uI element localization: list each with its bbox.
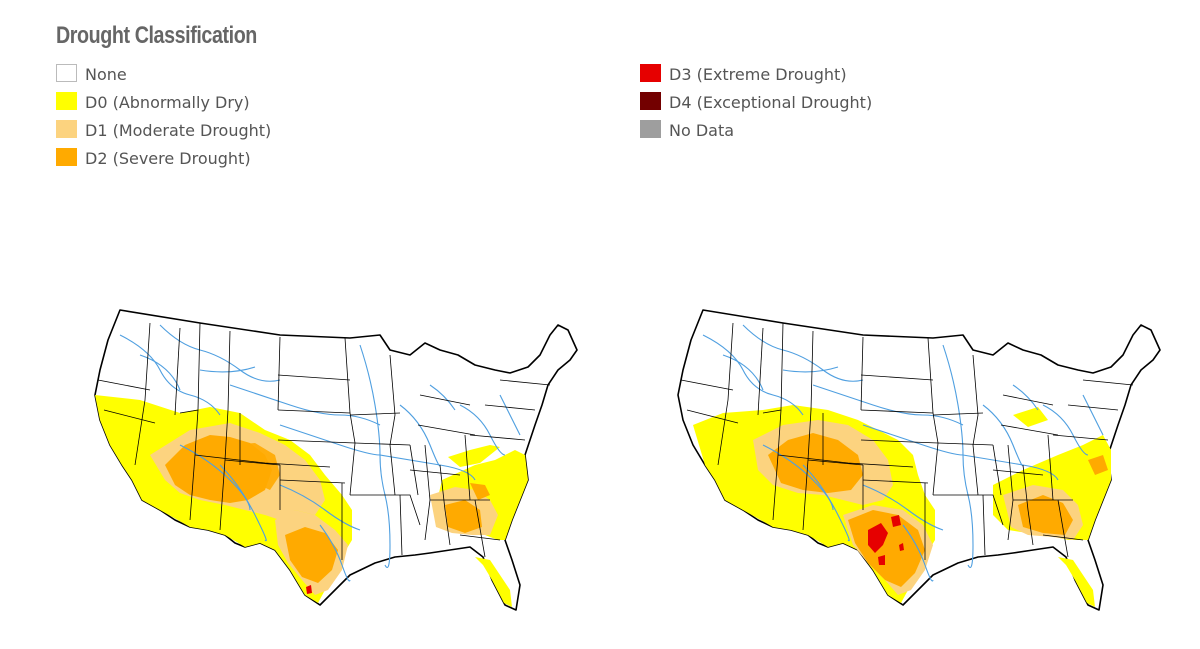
d3-areas bbox=[306, 585, 312, 594]
legend-item-d0: D0 (Abnormally Dry) bbox=[56, 88, 271, 116]
swatch-d3 bbox=[640, 64, 661, 82]
drought-map-right bbox=[663, 295, 1183, 620]
legend-label-d4: D4 (Exceptional Drought) bbox=[669, 92, 873, 112]
legend-item-none: None bbox=[56, 60, 271, 88]
swatch-none bbox=[56, 64, 77, 82]
legend-label-d2: D2 (Severe Drought) bbox=[85, 148, 251, 168]
legend-item-d1: D1 (Moderate Drought) bbox=[56, 116, 271, 144]
us-drought-map-icon bbox=[677, 309, 1161, 611]
state-borders bbox=[680, 322, 1134, 560]
legend-label-none: None bbox=[85, 64, 127, 84]
d3-areas bbox=[868, 515, 904, 565]
legend-column-left: None D0 (Abnormally Dry) D1 (Moderate Dr… bbox=[56, 60, 271, 172]
rivers bbox=[702, 324, 1104, 582]
swatch-d4 bbox=[640, 92, 661, 110]
legend-item-d3: D3 (Extreme Drought) bbox=[640, 60, 872, 88]
swatch-d2 bbox=[56, 148, 77, 166]
swatch-d0 bbox=[56, 92, 77, 110]
legend-item-d2: D2 (Severe Drought) bbox=[56, 144, 271, 172]
swatch-d1 bbox=[56, 120, 77, 138]
rivers bbox=[119, 324, 521, 582]
legend-item-d4: D4 (Exceptional Drought) bbox=[640, 88, 872, 116]
drought-map-left bbox=[80, 295, 600, 620]
us-outline bbox=[94, 309, 578, 611]
legend-label-d3: D3 (Extreme Drought) bbox=[669, 64, 847, 84]
legend-title: Drought Classification bbox=[56, 22, 257, 49]
legend-label-d0: D0 (Abnormally Dry) bbox=[85, 92, 250, 112]
swatch-no-data bbox=[640, 120, 661, 138]
legend-label-d1: D1 (Moderate Drought) bbox=[85, 120, 272, 140]
state-borders bbox=[97, 322, 551, 560]
d2-areas bbox=[165, 435, 490, 583]
legend-column-right: D3 (Extreme Drought) D4 (Exceptional Dro… bbox=[640, 60, 872, 144]
legend-label-no-data: No Data bbox=[669, 120, 735, 140]
us-drought-map-icon bbox=[94, 309, 578, 611]
legend-item-no-data: No Data bbox=[640, 116, 872, 144]
